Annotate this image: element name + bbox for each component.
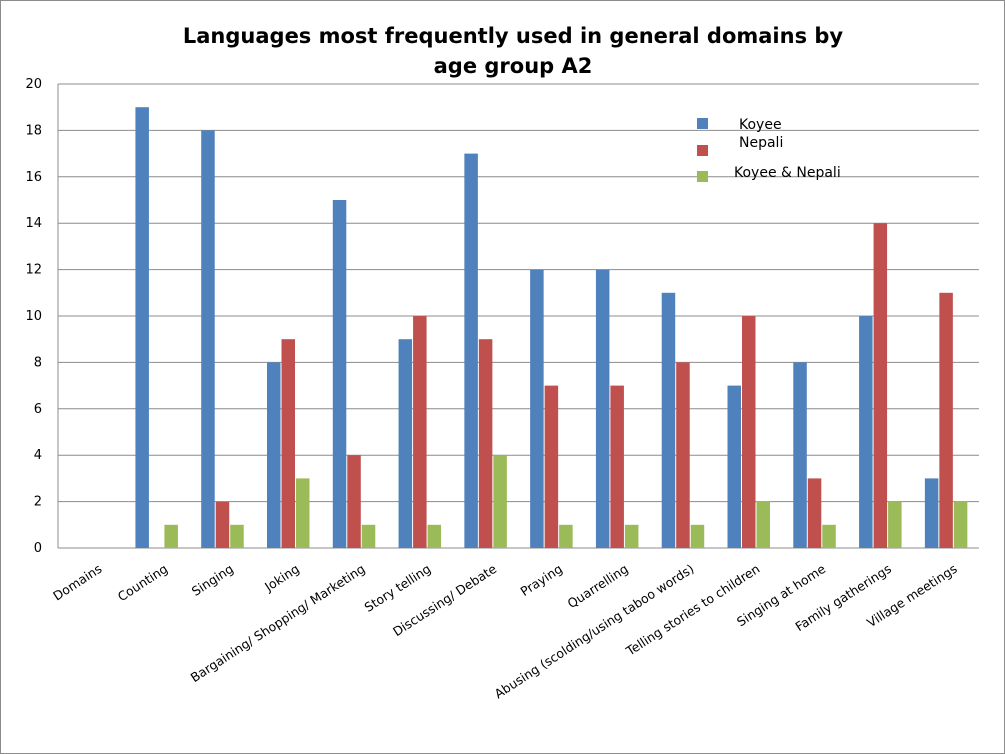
y-tick-label-4: 4 xyxy=(34,448,42,463)
bar-koyee-nepali-4 xyxy=(361,524,376,548)
bar-koyee-1 xyxy=(135,107,149,548)
bar-koyee-9 xyxy=(661,292,676,548)
bar-koyee-5 xyxy=(398,339,413,548)
x-tick-labels: Domains Counting Singing JokingBargaining/ … xyxy=(50,561,960,702)
y-tick-labels: 0 2 4 6 8 10 12 14 16 18 20 xyxy=(25,77,42,556)
x-tick-label-2: Singing xyxy=(189,561,236,599)
bar-koyee-nepali-5 xyxy=(427,524,442,548)
y-tick-label-14: 14 xyxy=(25,216,42,231)
bar-koyee-10 xyxy=(727,385,741,548)
bars xyxy=(135,107,968,548)
bar-koyee-2 xyxy=(201,130,215,548)
bar-nepali-9 xyxy=(676,362,690,548)
y-tick-label-8: 8 xyxy=(34,355,42,370)
bar-koyee-nepali-11 xyxy=(822,524,836,548)
y-tick-label-10: 10 xyxy=(25,309,42,324)
bar-koyee-13 xyxy=(924,478,939,548)
bar-koyee-nepali-8 xyxy=(624,524,639,548)
chart-title-line-1: Languages most frequently used in genera… xyxy=(183,24,844,48)
x-tick-label-7: Praying xyxy=(518,561,565,599)
y-tick-label-16: 16 xyxy=(25,170,42,185)
bar-nepali-11 xyxy=(807,478,822,548)
bar-nepali-3 xyxy=(281,339,295,548)
legend-swatch-koyee-nepali xyxy=(697,171,708,182)
gridlines xyxy=(58,83,979,503)
bar-nepali-6 xyxy=(478,339,493,548)
bar-nepali-13 xyxy=(939,292,953,548)
bar-koyee-nepali-9 xyxy=(690,524,705,548)
bar-koyee-nepali-1 xyxy=(164,524,178,548)
legend-swatch-nepali xyxy=(697,145,708,156)
x-tick-label-0: Domains xyxy=(50,561,104,604)
legend-label-koyee-nepali: Koyee & Nepali xyxy=(734,165,841,181)
bar-koyee-3 xyxy=(267,362,281,548)
bar-koyee-12 xyxy=(859,316,873,548)
bar-koyee-nepali-2 xyxy=(230,524,244,548)
bar-koyee-4 xyxy=(332,200,347,548)
x-tick-label-3: Joking xyxy=(261,561,302,595)
y-tick-label-0: 0 xyxy=(34,541,42,556)
x-tick-label-1: Counting xyxy=(115,561,171,604)
y-tick-label-18: 18 xyxy=(25,123,42,138)
bar-koyee-11 xyxy=(793,362,807,548)
legend-swatch-koyee xyxy=(697,118,708,129)
bar-koyee-6 xyxy=(464,153,478,548)
bar-nepali-7 xyxy=(544,385,559,548)
chart-title: Languages most frequently used in genera… xyxy=(183,24,844,78)
chart-title-line-2: age group A2 xyxy=(434,54,593,78)
bar-koyee-nepali-3 xyxy=(296,478,310,548)
bar-koyee-nepali-10 xyxy=(756,501,770,548)
bar-nepali-10 xyxy=(742,316,756,548)
bar-nepali-12 xyxy=(873,223,888,548)
bar-koyee-nepali-7 xyxy=(559,524,573,548)
bar-nepali-8 xyxy=(610,385,624,548)
legend-label-nepali: Nepali xyxy=(739,135,783,151)
y-tick-label-20: 20 xyxy=(25,77,42,92)
legend-label-koyee: Koyee xyxy=(739,117,782,133)
bar-nepali-5 xyxy=(413,316,427,548)
bar-nepali-4 xyxy=(347,455,361,548)
bar-koyee-8 xyxy=(595,269,610,548)
bar-koyee-nepali-12 xyxy=(888,501,902,548)
bar-koyee-nepali-13 xyxy=(953,501,968,548)
bar-koyee-7 xyxy=(530,269,544,548)
y-tick-label-12: 12 xyxy=(25,263,42,278)
bar-nepali-2 xyxy=(215,501,230,548)
y-tick-label-2: 2 xyxy=(34,495,42,510)
y-tick-label-6: 6 xyxy=(34,402,42,417)
bar-koyee-nepali-6 xyxy=(493,455,507,548)
legend: Koyee Nepali Koyee & Nepali xyxy=(697,117,841,182)
